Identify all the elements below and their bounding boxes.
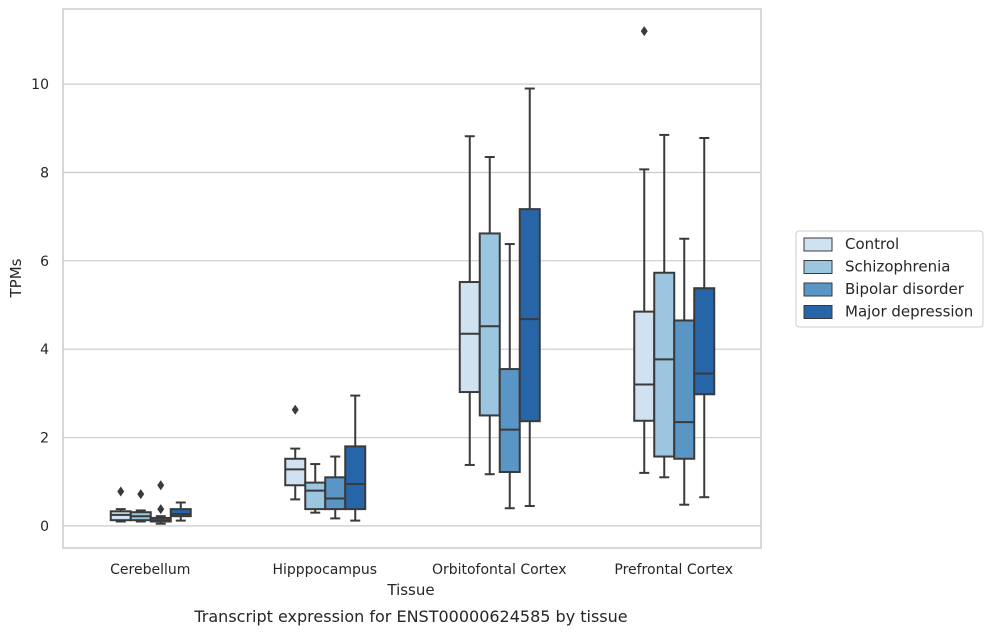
outlier-point [137, 489, 145, 500]
x-tick-labels: Cerebellum Hipppocampus Orbitofontal Corte… [110, 562, 733, 578]
iqr-box [458, 281, 481, 394]
box-bipolar-disorder [149, 480, 172, 525]
legend-swatch [803, 305, 833, 319]
legend-label: Control [845, 235, 899, 253]
iqr-box [169, 508, 192, 518]
box-control [284, 404, 307, 501]
box-bipolar-disorder [498, 243, 521, 510]
outlier-point [157, 480, 165, 491]
legend-label: Bipolar disorder [845, 280, 965, 298]
outlier-point [291, 404, 299, 415]
y-tick-label: 6 [40, 254, 49, 270]
x-tick-label: Orbitofontal Cortex [432, 562, 567, 578]
y-tick-label: 2 [40, 431, 49, 447]
legend-swatch [803, 282, 833, 297]
chart-caption: Transcript expression for ENST0000062458… [193, 607, 627, 626]
y-tick-label: 4 [40, 342, 49, 358]
box-schizophrenia [129, 489, 152, 523]
legend-label: Schizophrenia [845, 258, 950, 276]
legend-frame [795, 230, 984, 328]
y-tick-labels: 0 2 4 6 8 10 [31, 77, 49, 535]
grid-lines [63, 83, 761, 527]
box-bipolar-disorder [324, 455, 347, 520]
y-tick-label: 0 [40, 519, 49, 535]
box-series [109, 26, 716, 525]
iqr-box [653, 271, 676, 458]
box-major-depression [169, 501, 192, 522]
legend-label: Major depression [845, 303, 973, 321]
legend-swatch [803, 260, 833, 274]
iqr-box [284, 457, 307, 487]
x-tick-label: Prefrontal Cortex [614, 562, 733, 578]
legend-swatch [803, 237, 833, 252]
box-schizophrenia [653, 133, 676, 479]
x-tick-label: Cerebellum [110, 562, 190, 578]
iqr-box [478, 232, 501, 417]
x-axis-label: Tissue [386, 581, 434, 599]
box-control [458, 135, 481, 466]
iqr-box [498, 368, 521, 474]
iqr-box [673, 319, 696, 460]
iqr-box [344, 445, 367, 511]
plot-frame [62, 8, 762, 549]
iqr-box [518, 208, 541, 423]
iqr-box [633, 310, 656, 422]
outlier-point [117, 486, 125, 497]
box-bipolar-disorder [673, 237, 696, 506]
y-axis-label: TPMs [7, 258, 25, 298]
box-control [633, 26, 656, 474]
legend: Control Schizophrenia Bipolar disorder Majo… [795, 230, 984, 328]
iqr-box [324, 476, 347, 511]
outlier-point [640, 26, 648, 37]
box-control [109, 486, 132, 523]
x-tick-label: Hipppocampus [272, 562, 377, 578]
y-tick-label: 10 [31, 77, 49, 93]
box-major-depression [344, 394, 367, 522]
box-schizophrenia [304, 463, 327, 514]
iqr-box [693, 287, 716, 396]
iqr-box [304, 481, 327, 511]
outlier-point [157, 504, 165, 515]
box-major-depression [518, 87, 541, 508]
box-schizophrenia [478, 156, 501, 476]
y-tick-label: 8 [40, 165, 49, 181]
box-major-depression [693, 137, 716, 499]
